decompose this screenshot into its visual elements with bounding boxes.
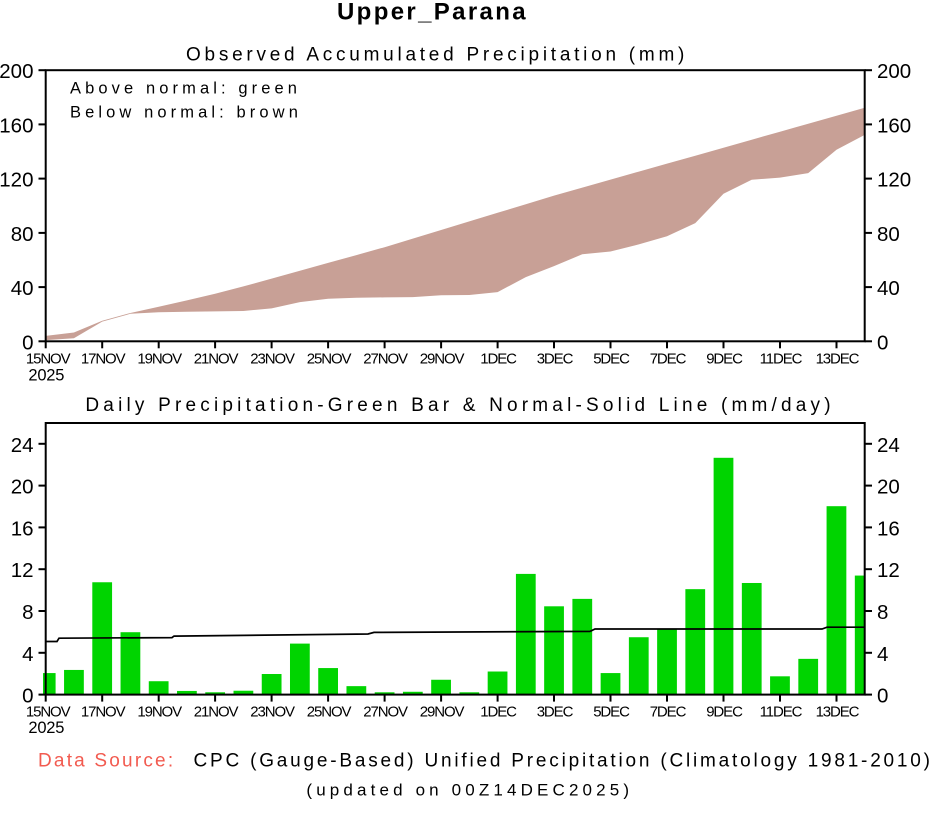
svg-text:17NOV: 17NOV [81,351,126,368]
svg-text:200: 200 [877,60,911,83]
svg-text:120: 120 [0,169,34,192]
svg-text:29NOV: 29NOV [420,351,465,368]
svg-text:Above normal: green: Above normal: green [70,80,301,98]
svg-text:3DEC: 3DEC [537,351,574,368]
svg-text:15NOV: 15NOV [26,703,71,720]
svg-text:17NOV: 17NOV [81,703,126,720]
svg-text:Observed Accumulated Precipita: Observed Accumulated Precipitation (mm) [186,44,688,65]
svg-text:13DEC: 13DEC [816,351,860,368]
svg-text:12: 12 [877,559,900,582]
svg-text:120: 120 [877,169,911,192]
svg-text:20: 20 [877,476,900,499]
svg-text:19NOV: 19NOV [137,351,182,368]
svg-text:4: 4 [22,643,33,666]
svg-text:CPC (Gauge-Based) Unified Prec: CPC (Gauge-Based) Unified Precipitation … [194,751,933,772]
svg-text:9DEC: 9DEC [706,351,743,368]
svg-text:29NOV: 29NOV [420,703,465,720]
svg-text:12: 12 [11,559,34,582]
svg-text:11DEC: 11DEC [760,351,803,368]
svg-text:27NOV: 27NOV [363,703,408,720]
svg-text:2025: 2025 [28,366,64,384]
svg-text:(updated on 00Z14DEC2025): (updated on 00Z14DEC2025) [306,781,633,800]
svg-text:9DEC: 9DEC [706,703,743,720]
svg-text:Daily Precipitation-Green Bar: Daily Precipitation-Green Bar & Normal-S… [85,395,834,416]
svg-text:Below normal: brown: Below normal: brown [70,104,302,122]
svg-text:24: 24 [877,434,900,457]
svg-text:23NOV: 23NOV [250,351,295,368]
svg-text:16: 16 [877,517,900,540]
svg-text:0: 0 [877,331,888,354]
svg-text:1DEC: 1DEC [480,351,517,368]
svg-text:Data Source:: Data Source: [38,751,175,772]
svg-text:13DEC: 13DEC [816,703,860,720]
svg-text:16: 16 [11,517,34,540]
svg-text:4: 4 [877,643,888,666]
svg-text:24: 24 [11,434,34,457]
svg-text:19NOV: 19NOV [137,703,182,720]
svg-text:80: 80 [877,223,900,246]
svg-text:7DEC: 7DEC [650,351,687,368]
svg-text:160: 160 [0,114,34,137]
svg-text:8: 8 [22,601,33,624]
svg-text:200: 200 [0,60,34,83]
svg-text:7DEC: 7DEC [650,703,687,720]
svg-text:0: 0 [22,685,33,708]
svg-text:3DEC: 3DEC [537,703,574,720]
svg-text:27NOV: 27NOV [363,351,408,368]
svg-text:20: 20 [11,476,34,499]
svg-text:2025: 2025 [28,719,64,737]
svg-text:1DEC: 1DEC [480,703,517,720]
svg-text:40: 40 [877,277,900,300]
svg-text:0: 0 [877,685,888,708]
svg-text:21NOV: 21NOV [194,351,239,368]
svg-text:11DEC: 11DEC [760,703,803,720]
svg-text:5DEC: 5DEC [593,703,630,720]
svg-text:80: 80 [11,223,34,246]
svg-text:Upper_Parana: Upper_Parana [337,0,528,26]
svg-text:25NOV: 25NOV [307,703,352,720]
svg-text:40: 40 [11,277,34,300]
svg-text:5DEC: 5DEC [593,351,630,368]
svg-text:23NOV: 23NOV [250,703,295,720]
svg-text:15NOV: 15NOV [26,351,71,368]
svg-text:160: 160 [877,114,911,137]
svg-text:21NOV: 21NOV [194,703,239,720]
svg-text:0: 0 [22,331,33,354]
svg-text:8: 8 [877,601,888,624]
svg-text:25NOV: 25NOV [307,351,352,368]
